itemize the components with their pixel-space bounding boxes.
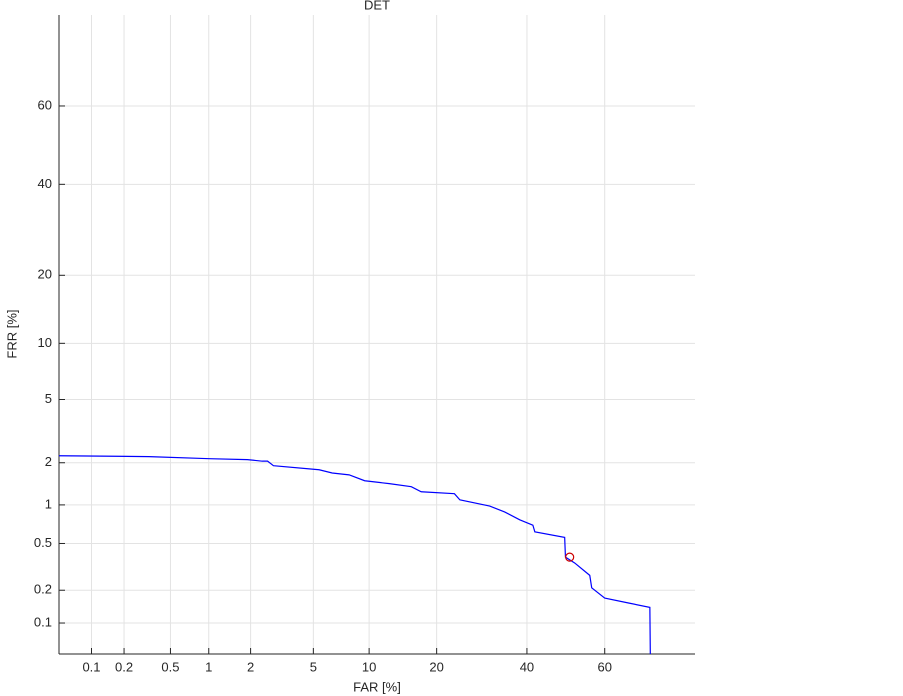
y-tick-label: 2 [45,454,52,469]
curve [58,455,651,655]
y-tick-label: 0.5 [34,535,52,550]
x-tick-label: 5 [310,659,317,674]
x-tick-label: 60 [597,659,611,674]
x-tick-label: 1 [205,659,212,674]
x-tick-label: 0.5 [161,659,179,674]
y-tick-label: 0.1 [34,614,52,629]
x-axis-label: FAR [%] [353,679,401,694]
x-tick-label: 10 [362,659,376,674]
y-tick-label: 10 [38,335,52,350]
marker [565,552,575,562]
y-tick-label: 0.2 [34,582,52,597]
x-tick-label: 2 [247,659,254,674]
y-tick-label: 60 [38,97,52,112]
y-tick-label: 5 [45,391,52,406]
y-axis-label: FRR [%] [4,309,19,358]
x-tick-label: 20 [429,659,443,674]
x-tick-label: 40 [520,659,534,674]
y-tick-label: 1 [45,496,52,511]
y-tick-label: 20 [38,267,52,282]
x-tick-label: 0.1 [82,659,100,674]
x-tick-label: 0.2 [115,659,133,674]
y-tick-label: 40 [38,176,52,191]
chart-title: DET [364,0,390,12]
